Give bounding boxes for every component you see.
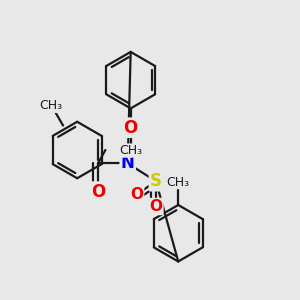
Text: S: S [150,172,162,190]
Text: O: O [91,183,105,201]
Text: N: N [121,154,135,172]
Text: O: O [124,119,138,137]
Text: CH₃: CH₃ [167,176,190,189]
Text: CH₃: CH₃ [39,99,62,112]
Text: O: O [130,187,143,202]
Text: O: O [149,199,162,214]
Text: CH₃: CH₃ [119,144,142,157]
